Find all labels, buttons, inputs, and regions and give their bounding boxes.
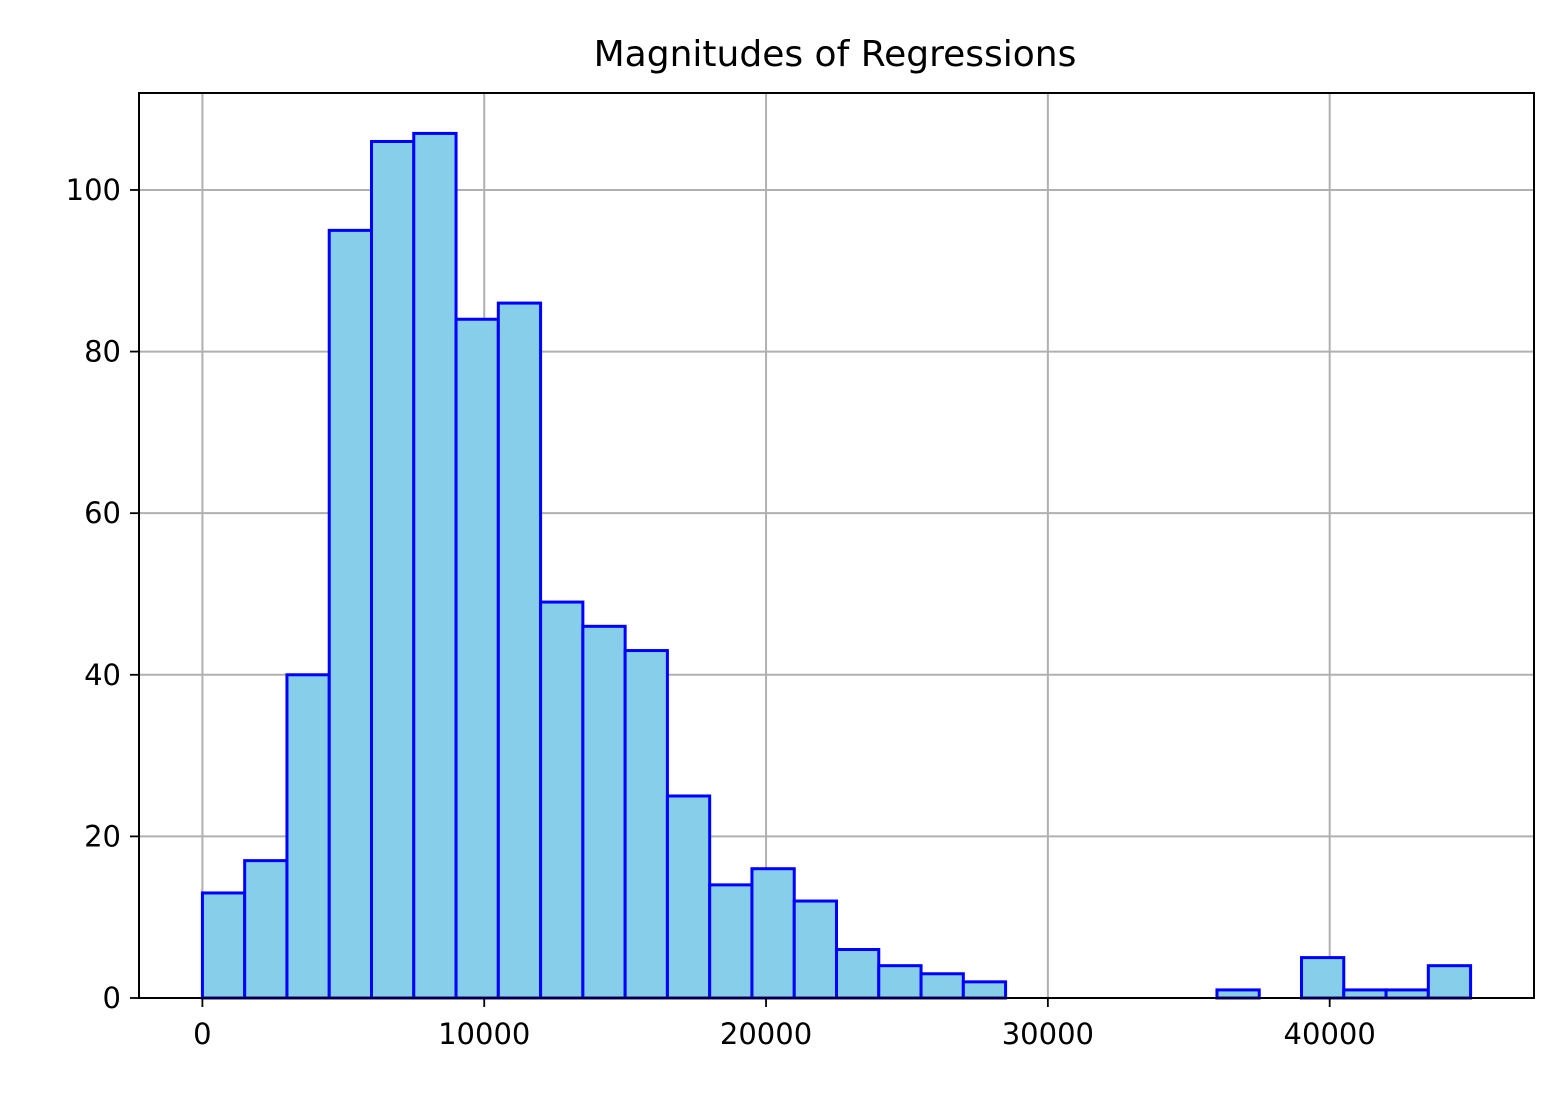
- y-tick-label-0: 0: [103, 981, 121, 1015]
- y-tick-label-5: 100: [66, 173, 121, 207]
- bar-4: [370, 139, 416, 1000]
- x-tick-label-0: 0: [193, 1017, 211, 1051]
- plot-frame: [138, 92, 1535, 999]
- bar-15: [835, 948, 881, 1000]
- y-tick-label-4: 80: [84, 335, 121, 369]
- x-tick-label-2: 20000: [720, 1017, 812, 1051]
- histogram-bars: [200, 131, 1473, 1000]
- bar-10: [623, 649, 669, 1000]
- bar-14: [792, 899, 839, 1000]
- x-tick-label-4: 40000: [1284, 1017, 1376, 1051]
- bar-17: [919, 972, 965, 1000]
- y-tick-label-1: 20: [84, 819, 121, 853]
- bar-16: [877, 964, 923, 1000]
- x-axis-ticks: 0 10000 20000 30000 40000: [193, 998, 1376, 1051]
- bar-29: [1426, 964, 1473, 1000]
- bar-2: [285, 673, 331, 1000]
- bar-0: [200, 891, 247, 1000]
- x-tick-label-1: 10000: [438, 1017, 530, 1051]
- y-tick-label-2: 40: [84, 658, 121, 692]
- chart-title: Magnitudes of Regressions: [594, 34, 1077, 75]
- bar-6: [454, 317, 500, 1000]
- bar-11: [665, 794, 712, 1000]
- x-tick-label-3: 30000: [1002, 1017, 1094, 1051]
- y-tick-label-3: 60: [84, 496, 121, 530]
- bar-13: [750, 867, 796, 1000]
- bar-1: [243, 859, 289, 1000]
- bar-8: [539, 600, 585, 1000]
- bar-24: [1215, 988, 1261, 1000]
- bar-26: [1300, 956, 1346, 1000]
- bar-18: [961, 980, 1008, 1000]
- bar-12: [708, 883, 754, 1000]
- bar-5: [412, 131, 458, 1000]
- y-axis-ticks: 0 20 40 60 80 100: [66, 173, 139, 1015]
- bar-27: [1342, 988, 1388, 1000]
- bar-7: [496, 301, 543, 1000]
- bar-3: [327, 228, 373, 1000]
- bar-28: [1384, 988, 1430, 1000]
- bar-9: [581, 624, 627, 1000]
